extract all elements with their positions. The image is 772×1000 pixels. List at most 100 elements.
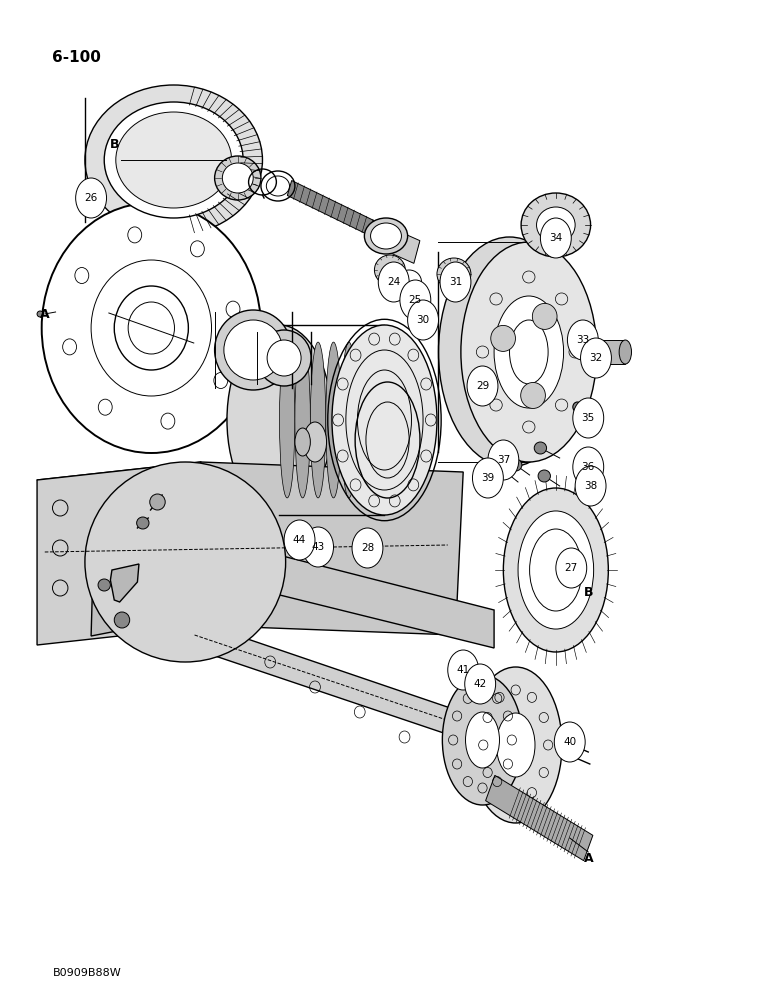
Circle shape [408, 300, 438, 340]
Polygon shape [91, 576, 124, 636]
Text: 44: 44 [293, 535, 306, 545]
Text: 33: 33 [576, 335, 590, 345]
Ellipse shape [520, 382, 545, 408]
Ellipse shape [533, 303, 557, 329]
Ellipse shape [510, 459, 522, 471]
Text: A: A [40, 308, 49, 320]
Ellipse shape [619, 340, 631, 364]
Circle shape [400, 280, 431, 320]
Text: 28: 28 [361, 543, 374, 553]
Polygon shape [110, 564, 139, 602]
Polygon shape [239, 545, 494, 648]
Ellipse shape [364, 218, 408, 254]
Text: 37: 37 [496, 455, 510, 465]
Circle shape [573, 398, 604, 438]
Polygon shape [387, 229, 420, 263]
Text: 27: 27 [564, 563, 578, 573]
Polygon shape [37, 462, 266, 528]
Text: 29: 29 [476, 381, 489, 391]
Ellipse shape [326, 342, 341, 498]
Polygon shape [486, 775, 593, 861]
Circle shape [440, 262, 471, 302]
Text: 40: 40 [563, 737, 577, 747]
Ellipse shape [534, 442, 547, 454]
Ellipse shape [215, 310, 292, 390]
Text: 6-100: 6-100 [52, 50, 101, 65]
Ellipse shape [37, 311, 43, 317]
Text: 24: 24 [387, 277, 401, 287]
Ellipse shape [98, 579, 110, 591]
Ellipse shape [279, 342, 295, 498]
Circle shape [575, 466, 606, 506]
Ellipse shape [215, 156, 261, 200]
Text: B: B [110, 138, 119, 151]
Ellipse shape [137, 517, 149, 529]
Text: 42: 42 [473, 679, 487, 689]
Ellipse shape [491, 325, 516, 351]
Ellipse shape [438, 237, 581, 467]
Ellipse shape [341, 342, 357, 498]
Ellipse shape [538, 470, 550, 482]
Ellipse shape [267, 340, 301, 376]
Text: 38: 38 [584, 481, 598, 491]
Circle shape [573, 447, 604, 487]
Ellipse shape [518, 511, 594, 629]
Circle shape [467, 366, 498, 406]
Polygon shape [594, 340, 625, 364]
Ellipse shape [461, 242, 597, 462]
Ellipse shape [310, 342, 326, 498]
Circle shape [540, 218, 571, 258]
Ellipse shape [85, 85, 262, 235]
Circle shape [284, 520, 315, 560]
Ellipse shape [116, 112, 232, 208]
Ellipse shape [371, 223, 401, 249]
Text: 25: 25 [408, 295, 422, 305]
Ellipse shape [496, 713, 535, 777]
Text: 34: 34 [549, 233, 563, 243]
Ellipse shape [332, 325, 437, 515]
Text: 39: 39 [481, 473, 495, 483]
Ellipse shape [499, 466, 512, 478]
Circle shape [472, 458, 503, 498]
Circle shape [352, 528, 383, 568]
Ellipse shape [104, 102, 243, 218]
Ellipse shape [442, 675, 523, 805]
Polygon shape [37, 462, 201, 645]
Circle shape [581, 338, 611, 378]
Ellipse shape [503, 488, 608, 652]
Text: B0909B88W: B0909B88W [52, 968, 121, 978]
Circle shape [554, 722, 585, 762]
Ellipse shape [374, 255, 405, 285]
Ellipse shape [224, 320, 283, 380]
Text: 26: 26 [84, 193, 98, 203]
Circle shape [488, 440, 519, 480]
Ellipse shape [85, 462, 286, 662]
Ellipse shape [303, 422, 327, 462]
Polygon shape [287, 181, 419, 257]
Ellipse shape [437, 258, 471, 290]
Circle shape [556, 548, 587, 588]
Text: A: A [584, 852, 593, 864]
Circle shape [303, 527, 334, 567]
Polygon shape [191, 622, 500, 750]
Text: 31: 31 [449, 277, 462, 287]
Ellipse shape [150, 494, 165, 510]
Circle shape [76, 178, 107, 218]
Ellipse shape [466, 712, 499, 768]
Ellipse shape [537, 207, 575, 243]
Ellipse shape [42, 203, 261, 453]
Text: 30: 30 [416, 315, 430, 325]
Text: 35: 35 [581, 413, 595, 423]
Circle shape [567, 320, 598, 360]
Text: B: B [584, 585, 593, 598]
Text: 32: 32 [589, 353, 603, 363]
Ellipse shape [494, 296, 564, 408]
Polygon shape [193, 462, 463, 635]
Circle shape [465, 664, 496, 704]
Text: 36: 36 [581, 462, 595, 472]
Ellipse shape [114, 612, 130, 628]
Ellipse shape [295, 428, 310, 456]
Ellipse shape [257, 330, 311, 386]
Ellipse shape [573, 402, 582, 412]
Ellipse shape [469, 667, 562, 823]
